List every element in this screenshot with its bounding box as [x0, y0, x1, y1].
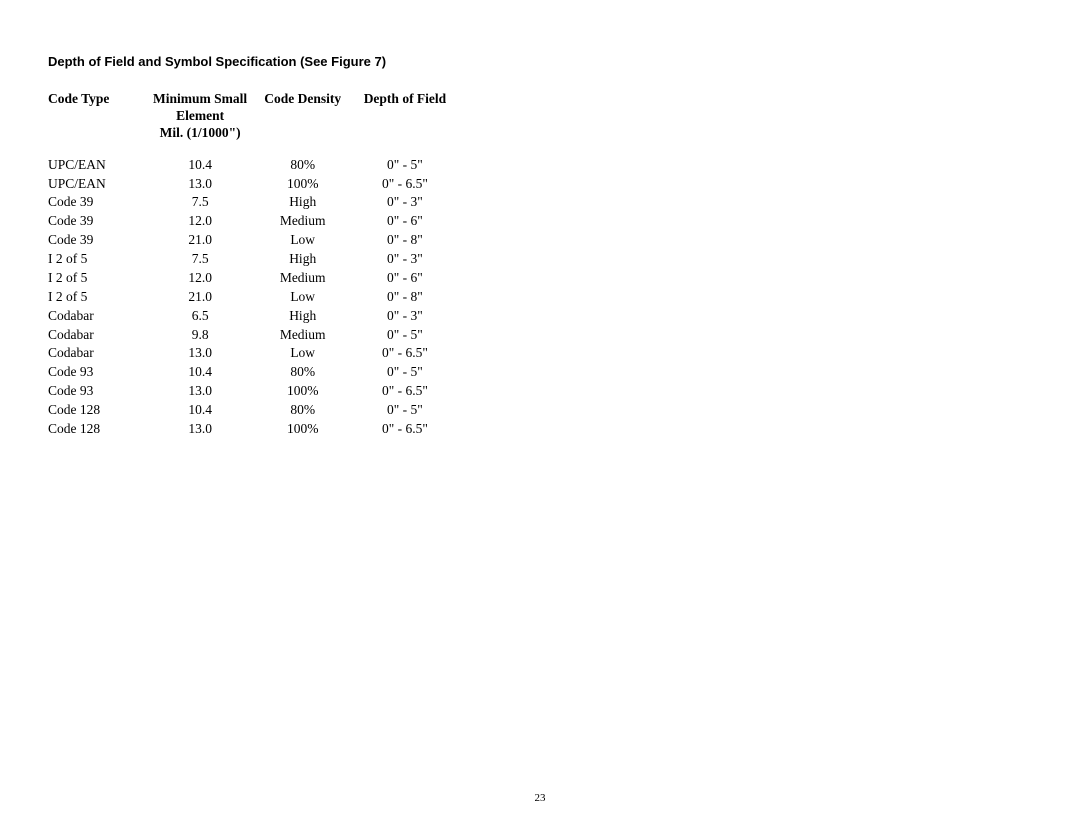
cell-depth: 0" - 5" [356, 363, 458, 382]
cell-code_type: UPC/EAN [48, 175, 151, 194]
table-row: Code 12813.0100%0" - 6.5" [48, 420, 458, 439]
cell-depth: 0" - 5" [356, 326, 458, 345]
table-row: I 2 of 521.0Low0" - 8" [48, 288, 458, 307]
cell-density: Medium [254, 269, 356, 288]
cell-min_element: 10.4 [151, 363, 254, 382]
cell-min_element: 13.0 [151, 420, 254, 439]
cell-min_element: 13.0 [151, 175, 254, 194]
cell-min_element: 10.4 [151, 401, 254, 420]
cell-density: 80% [254, 401, 356, 420]
cell-min_element: 21.0 [151, 231, 254, 250]
cell-depth: 0" - 6.5" [356, 382, 458, 401]
table-row: I 2 of 57.5High0" - 3" [48, 250, 458, 269]
cell-depth: 0" - 6.5" [356, 175, 458, 194]
cell-min_element: 12.0 [151, 269, 254, 288]
cell-depth: 0" - 3" [356, 307, 458, 326]
column-header-code_type: Code Type [48, 91, 151, 156]
cell-code_type: I 2 of 5 [48, 269, 151, 288]
page-number: 23 [0, 792, 1080, 804]
cell-density: 80% [254, 156, 356, 175]
cell-density: 80% [254, 363, 356, 382]
table-row: Code 9310.480%0" - 5" [48, 363, 458, 382]
cell-depth: 0" - 3" [356, 193, 458, 212]
cell-density: Low [254, 344, 356, 363]
cell-code_type: I 2 of 5 [48, 288, 151, 307]
cell-code_type: Code 39 [48, 231, 151, 250]
cell-code_type: Codabar [48, 326, 151, 345]
cell-min_element: 7.5 [151, 250, 254, 269]
cell-depth: 0" - 5" [356, 401, 458, 420]
cell-min_element: 10.4 [151, 156, 254, 175]
cell-code_type: Codabar [48, 344, 151, 363]
spec-table: Code TypeMinimum SmallElementMil. (1/100… [48, 91, 458, 439]
cell-depth: 0" - 8" [356, 231, 458, 250]
cell-min_element: 13.0 [151, 382, 254, 401]
cell-min_element: 7.5 [151, 193, 254, 212]
cell-code_type: Code 128 [48, 401, 151, 420]
cell-density: High [254, 250, 356, 269]
cell-code_type: Code 93 [48, 363, 151, 382]
cell-depth: 0" - 6.5" [356, 420, 458, 439]
cell-density: 100% [254, 175, 356, 194]
column-header-min_element: Minimum SmallElementMil. (1/1000") [151, 91, 254, 156]
page-container: Depth of Field and Symbol Specification … [0, 0, 1080, 834]
cell-code_type: Code 39 [48, 212, 151, 231]
table-row: Code 12810.480%0" - 5" [48, 401, 458, 420]
cell-depth: 0" - 5" [356, 156, 458, 175]
cell-density: High [254, 307, 356, 326]
table-row: UPC/EAN13.0100%0" - 6.5" [48, 175, 458, 194]
table-row: Code 3912.0Medium0" - 6" [48, 212, 458, 231]
cell-min_element: 9.8 [151, 326, 254, 345]
cell-min_element: 12.0 [151, 212, 254, 231]
cell-depth: 0" - 8" [356, 288, 458, 307]
section-title: Depth of Field and Symbol Specification … [48, 54, 1032, 69]
table-row: UPC/EAN10.480%0" - 5" [48, 156, 458, 175]
table-body: UPC/EAN10.480%0" - 5"UPC/EAN13.0100%0" -… [48, 156, 458, 439]
cell-code_type: I 2 of 5 [48, 250, 151, 269]
cell-depth: 0" - 6" [356, 269, 458, 288]
table-row: Codabar6.5High0" - 3" [48, 307, 458, 326]
table-row: Code 3921.0Low0" - 8" [48, 231, 458, 250]
cell-code_type: Codabar [48, 307, 151, 326]
cell-density: Low [254, 288, 356, 307]
table-header: Code TypeMinimum SmallElementMil. (1/100… [48, 91, 458, 156]
table-row: Codabar13.0Low0" - 6.5" [48, 344, 458, 363]
cell-density: High [254, 193, 356, 212]
table-row: Code 397.5High0" - 3" [48, 193, 458, 212]
column-header-depth: Depth of Field [356, 91, 458, 156]
cell-min_element: 6.5 [151, 307, 254, 326]
cell-density: Medium [254, 212, 356, 231]
cell-depth: 0" - 6.5" [356, 344, 458, 363]
cell-depth: 0" - 6" [356, 212, 458, 231]
cell-density: Low [254, 231, 356, 250]
cell-depth: 0" - 3" [356, 250, 458, 269]
cell-density: 100% [254, 420, 356, 439]
cell-code_type: Code 128 [48, 420, 151, 439]
column-header-density: Code Density [254, 91, 356, 156]
cell-min_element: 13.0 [151, 344, 254, 363]
cell-code_type: Code 93 [48, 382, 151, 401]
cell-density: Medium [254, 326, 356, 345]
table-row: Codabar9.8Medium0" - 5" [48, 326, 458, 345]
cell-code_type: Code 39 [48, 193, 151, 212]
cell-density: 100% [254, 382, 356, 401]
cell-code_type: UPC/EAN [48, 156, 151, 175]
cell-min_element: 21.0 [151, 288, 254, 307]
table-row: I 2 of 512.0Medium0" - 6" [48, 269, 458, 288]
table-row: Code 9313.0100%0" - 6.5" [48, 382, 458, 401]
